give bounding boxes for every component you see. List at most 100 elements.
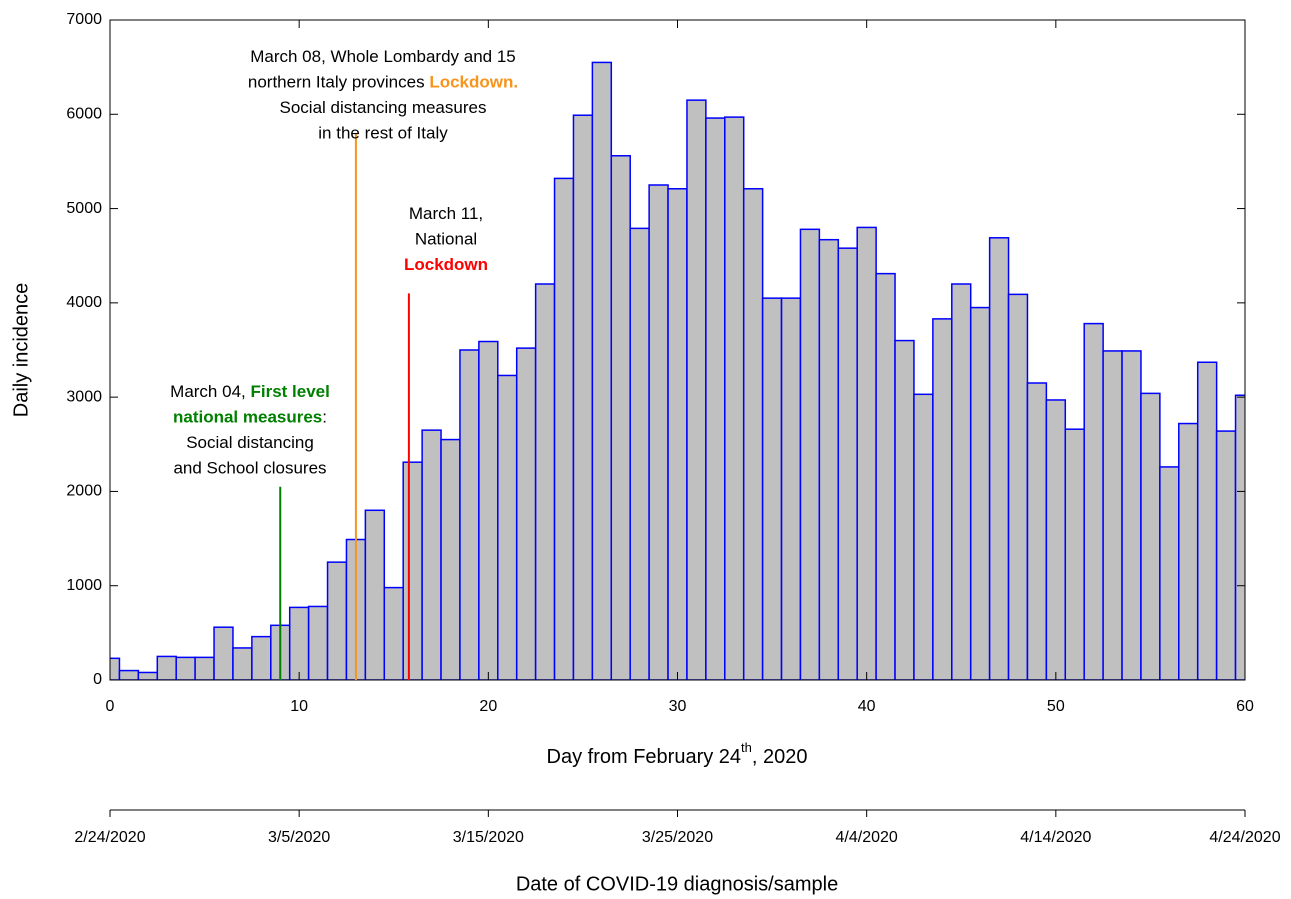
bar: [534, 283, 556, 680]
y-tick-label: 6000: [66, 106, 102, 123]
bar: [110, 657, 121, 680]
bar: [288, 606, 310, 680]
bar: [913, 393, 934, 680]
bar: [194, 656, 215, 680]
annotation-text: in the rest of Italy: [318, 124, 448, 143]
x2-tick-label: 2/24/2020: [74, 829, 145, 846]
bar: [667, 188, 688, 680]
bar: [1102, 350, 1123, 680]
annotation-text: National: [415, 230, 477, 249]
bar: [761, 297, 783, 680]
x2-tick-label: 4/14/2020: [1020, 829, 1091, 846]
x-tick-label: 0: [106, 698, 115, 715]
x2-tick-label: 3/5/2020: [268, 829, 330, 846]
bar: [175, 656, 196, 680]
annotation-segment: Social distancing measures: [280, 98, 487, 117]
x2-tick-label: 4/24/2020: [1209, 829, 1280, 846]
bar: [856, 226, 877, 680]
x2-tick-label: 3/15/2020: [453, 829, 524, 846]
bar: [988, 237, 1010, 680]
bar: [251, 635, 272, 680]
bar: [1215, 430, 1237, 680]
bars: [110, 61, 1245, 680]
bar: [1007, 293, 1029, 680]
bar: [383, 586, 404, 680]
x2-tick-label: 3/25/2020: [642, 829, 713, 846]
bar: [837, 247, 858, 680]
annotation-text: March 04, First level: [170, 382, 330, 401]
annotation-segment: in the rest of Italy: [318, 124, 448, 143]
x-tick-label: 60: [1236, 698, 1254, 715]
bar: [326, 561, 348, 680]
bar: [307, 605, 329, 680]
bar: [1178, 422, 1199, 680]
x-tick-label: 50: [1047, 698, 1065, 715]
bar: [156, 655, 177, 680]
bar: [515, 347, 537, 680]
x2-tick-label: 4/4/2020: [836, 829, 898, 846]
bar: [610, 155, 631, 680]
annotation-segment: and School closures: [173, 459, 326, 478]
bar: [629, 227, 650, 680]
annotation-segment: northern Italy provinces: [248, 73, 429, 92]
bar: [705, 117, 726, 680]
bar: [1083, 322, 1104, 680]
annotation-segment: Lockdown.: [429, 73, 518, 92]
x-tick-label: 40: [858, 698, 876, 715]
bar: [780, 297, 802, 680]
annotation-text: Lockdown: [404, 255, 488, 274]
bar: [894, 339, 915, 680]
bar: [875, 272, 896, 680]
bar: [572, 114, 594, 680]
bar: [724, 116, 745, 680]
x-tick-label: 10: [290, 698, 308, 715]
bar: [1196, 361, 1218, 680]
annotation-segment: National: [415, 230, 477, 249]
bar: [213, 626, 234, 680]
x-tick-label: 30: [669, 698, 687, 715]
annotation-segment: March 04,: [170, 382, 250, 401]
bar: [1026, 382, 1048, 680]
bar: [951, 283, 972, 680]
x2-axis-label: Date of COVID-19 diagnosis/sample: [516, 873, 838, 895]
bar: [932, 318, 953, 680]
x-axis-label-text: Day from February 24: [547, 746, 742, 768]
y-tick-label: 7000: [66, 11, 102, 28]
bar: [497, 374, 518, 680]
annotation-segment: March 08, Whole Lombardy and 15: [250, 47, 516, 66]
bar: [459, 349, 480, 680]
y-tick-label: 4000: [66, 294, 102, 311]
bar: [1064, 428, 1085, 680]
bar: [1045, 399, 1067, 680]
y-tick-label: 5000: [66, 200, 102, 217]
annotation-text: March 11,: [409, 204, 483, 223]
annotation-text: March 08, Whole Lombardy and 15: [250, 47, 516, 66]
annotation-segment: national measures: [173, 408, 322, 427]
y-axis-label: Daily incidence: [10, 283, 32, 418]
bar: [969, 306, 991, 680]
annotation-segment: Social distancing: [186, 433, 314, 452]
bar: [1140, 392, 1161, 680]
x-tick-label: 20: [479, 698, 497, 715]
y-tick-label: 3000: [66, 388, 102, 405]
bar: [118, 669, 140, 680]
bar: [440, 438, 461, 680]
bar: [742, 188, 764, 680]
y-tick-label: 1000: [66, 577, 102, 594]
annotation-text: national measures:: [173, 408, 327, 427]
bar: [1159, 466, 1180, 680]
y-tick-label: 2000: [66, 483, 102, 500]
x-axis-label-tail: , 2020: [752, 746, 808, 768]
x-axis-label: Day from February 24th, 2020: [547, 740, 808, 768]
bar: [799, 228, 821, 680]
annotation-segment: :: [322, 408, 327, 427]
bar: [1121, 350, 1142, 680]
bar: [818, 238, 840, 680]
bar: [137, 671, 159, 680]
annotation-segment: Lockdown: [404, 255, 488, 274]
bar: [478, 340, 499, 680]
bar: [591, 61, 613, 680]
bar: [402, 461, 423, 680]
annotation-text: Social distancing: [186, 433, 314, 452]
annotation-text: and School closures: [173, 459, 326, 478]
